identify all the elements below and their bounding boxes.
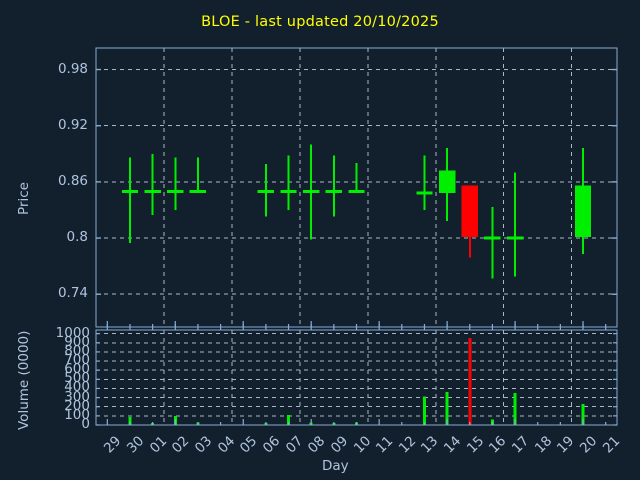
candle-02 bbox=[167, 157, 184, 210]
candle-03 bbox=[189, 157, 207, 194]
candle-17 bbox=[506, 172, 524, 277]
volume-bar-15 bbox=[468, 338, 472, 425]
volume-panel-background bbox=[96, 330, 617, 425]
candle-20 bbox=[574, 148, 592, 254]
volume-bar-20 bbox=[581, 403, 585, 425]
volume-bar-13 bbox=[422, 396, 426, 425]
candle-09 bbox=[325, 155, 343, 217]
candle-14 bbox=[438, 148, 456, 222]
candle-body bbox=[438, 170, 456, 194]
volume-tick-label: 800 bbox=[64, 342, 90, 359]
volume-bar-14 bbox=[445, 392, 449, 425]
volume-tick-label: 0 bbox=[81, 416, 90, 432]
volume-tick-label: 200 bbox=[64, 397, 90, 414]
volume-tick-label: 400 bbox=[64, 379, 90, 396]
candle-body bbox=[461, 185, 478, 238]
candle-06 bbox=[257, 164, 275, 217]
candle-08 bbox=[302, 144, 320, 240]
candle-15 bbox=[461, 185, 478, 258]
volume-tick-label: 500 bbox=[64, 370, 90, 387]
volume-tick-label: 900 bbox=[64, 333, 90, 350]
volume-tick-label: 1000 bbox=[55, 324, 90, 341]
volume-tick-label: 300 bbox=[64, 388, 90, 405]
chart-title: BLOE - last updated 20/10/2025 bbox=[201, 14, 439, 30]
candle-07 bbox=[280, 155, 297, 210]
candle-16 bbox=[484, 207, 501, 279]
volume-tick-label: 600 bbox=[64, 361, 90, 378]
candle-13 bbox=[416, 155, 433, 210]
volume-bar-17 bbox=[513, 393, 517, 425]
candle-10 bbox=[348, 163, 365, 194]
price-tick-label: 0.8 bbox=[66, 229, 88, 246]
volume-tick-label: 100 bbox=[64, 406, 90, 423]
candle-body bbox=[574, 185, 592, 238]
candle-30 bbox=[121, 157, 139, 243]
volume-bar-30 bbox=[128, 416, 132, 425]
volume-tick-label: 700 bbox=[64, 352, 90, 369]
price-tick-label: 0.86 bbox=[57, 172, 88, 189]
price-tick-label: 0.98 bbox=[57, 60, 88, 77]
volume-bar-07 bbox=[287, 414, 291, 425]
candle-01 bbox=[144, 153, 161, 215]
price-tick-label: 0.74 bbox=[57, 285, 88, 302]
day-axis-label: Day bbox=[322, 458, 349, 474]
price-tick-label: 0.92 bbox=[57, 116, 88, 133]
